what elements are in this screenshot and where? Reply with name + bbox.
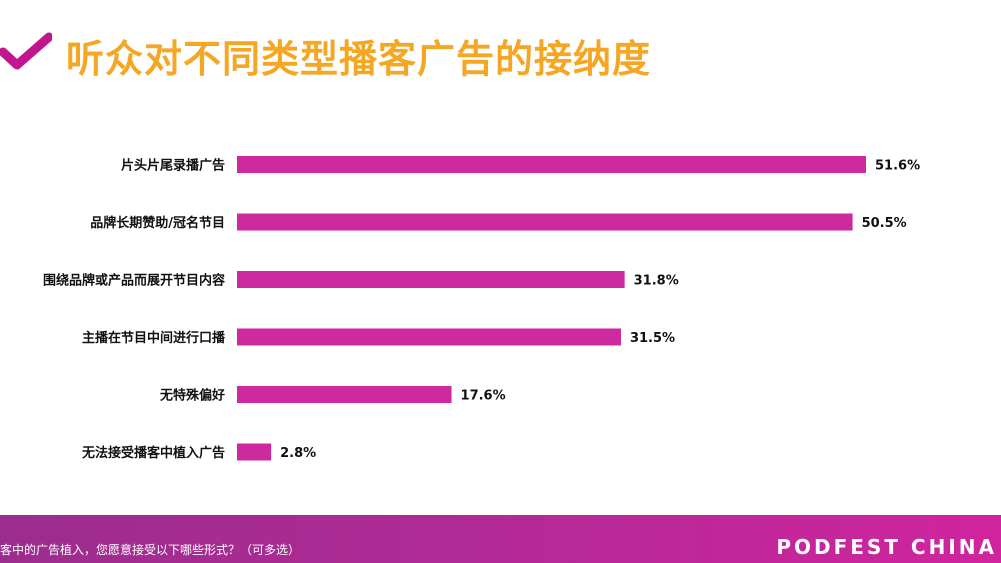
brand-logo: PODFEST CHINA	[776, 535, 997, 559]
bar	[237, 271, 625, 288]
category-label: 主播在节目中间进行口播	[82, 330, 226, 346]
category-label: 无法接受播客中植入广告	[81, 445, 225, 461]
bar	[237, 328, 621, 346]
footer: 客中的广告植入，您愿意接受以下哪些形式？（可多选） PODFEST CHINA	[0, 515, 1001, 563]
bar	[237, 156, 866, 173]
value-label: 50.5%	[862, 216, 907, 231]
page-title: 听众对不同类型播客广告的接纳度	[66, 37, 652, 81]
category-label: 无特殊偏好	[159, 388, 225, 404]
value-label: 31.5%	[630, 331, 675, 346]
bar	[237, 213, 853, 231]
category-label: 围绕品牌或产品而展开节目内容	[43, 273, 225, 289]
value-label: 51.6%	[875, 159, 920, 174]
value-label: 2.8%	[280, 446, 316, 461]
value-label: 17.6%	[461, 389, 506, 404]
bar	[237, 386, 452, 403]
bar	[237, 443, 272, 461]
value-label: 31.8%	[634, 274, 679, 289]
survey-question: 客中的广告植入，您愿意接受以下哪些形式？（可多选）	[0, 543, 301, 557]
category-label: 品牌长期赞助/冠名节目	[90, 215, 225, 231]
bar-chart: 片头片尾录播广告 51.6% 品牌长期赞助/冠名节目 50.5% 围绕品牌或产品而展开节…	[43, 156, 920, 461]
header: 听众对不同类型播客广告的接纳度	[0, 22, 1001, 92]
category-label: 片头片尾录播广告	[121, 158, 225, 174]
checkmark-icon	[0, 32, 52, 70]
